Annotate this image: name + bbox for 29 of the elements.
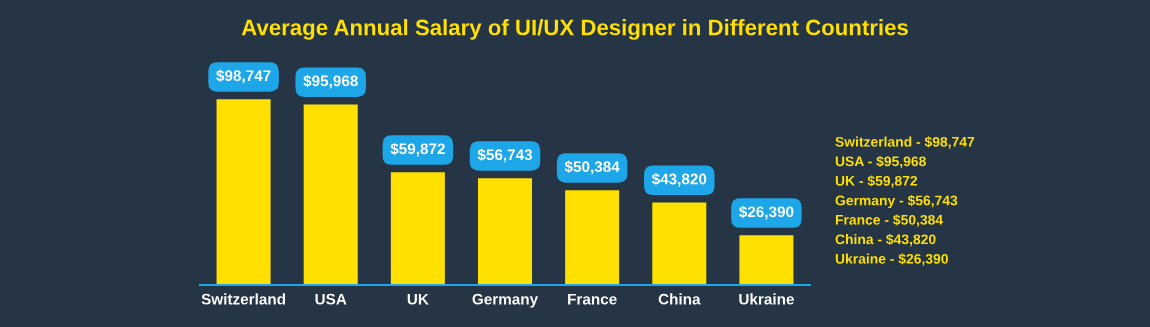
x-tick-label: UK: [407, 293, 429, 305]
bar: [652, 202, 707, 285]
text: Switzerland - $98,747: [835, 136, 975, 149]
x-tick-label: Germany: [472, 293, 539, 308]
text: UK - $59,872: [835, 175, 918, 188]
text: Ukraine - $26,390: [835, 253, 948, 266]
bar: [303, 104, 358, 285]
text: China - $43,820: [835, 233, 936, 247]
x-tick-label: France: [568, 293, 617, 305]
x-tick-label: Switzerland: [201, 293, 286, 305]
bar: [565, 190, 620, 285]
data-label: $43,820: [651, 172, 707, 187]
text: France - $50,384: [835, 214, 944, 227]
data-label: $98,747: [216, 69, 271, 84]
bar: [216, 99, 271, 285]
chart-title: Average Annual Salary of UI/UX Designer in Different Countries: [241, 19, 908, 40]
bar: [390, 172, 445, 285]
data-label: $50,384: [564, 160, 620, 175]
bar: [739, 235, 794, 285]
bar: [477, 178, 533, 285]
data-label: $59,872: [390, 142, 445, 157]
text: Germany - $56,743: [835, 194, 958, 209]
x-tick-label: China: [658, 293, 701, 305]
x-tick-label: Ukraine: [739, 293, 794, 305]
data-label: $56,743: [477, 148, 533, 163]
data-label: $26,390: [739, 205, 794, 220]
text: USA - $95,968: [835, 155, 926, 169]
data-label: $95,968: [303, 74, 358, 89]
x-tick-label: USA: [315, 293, 347, 305]
